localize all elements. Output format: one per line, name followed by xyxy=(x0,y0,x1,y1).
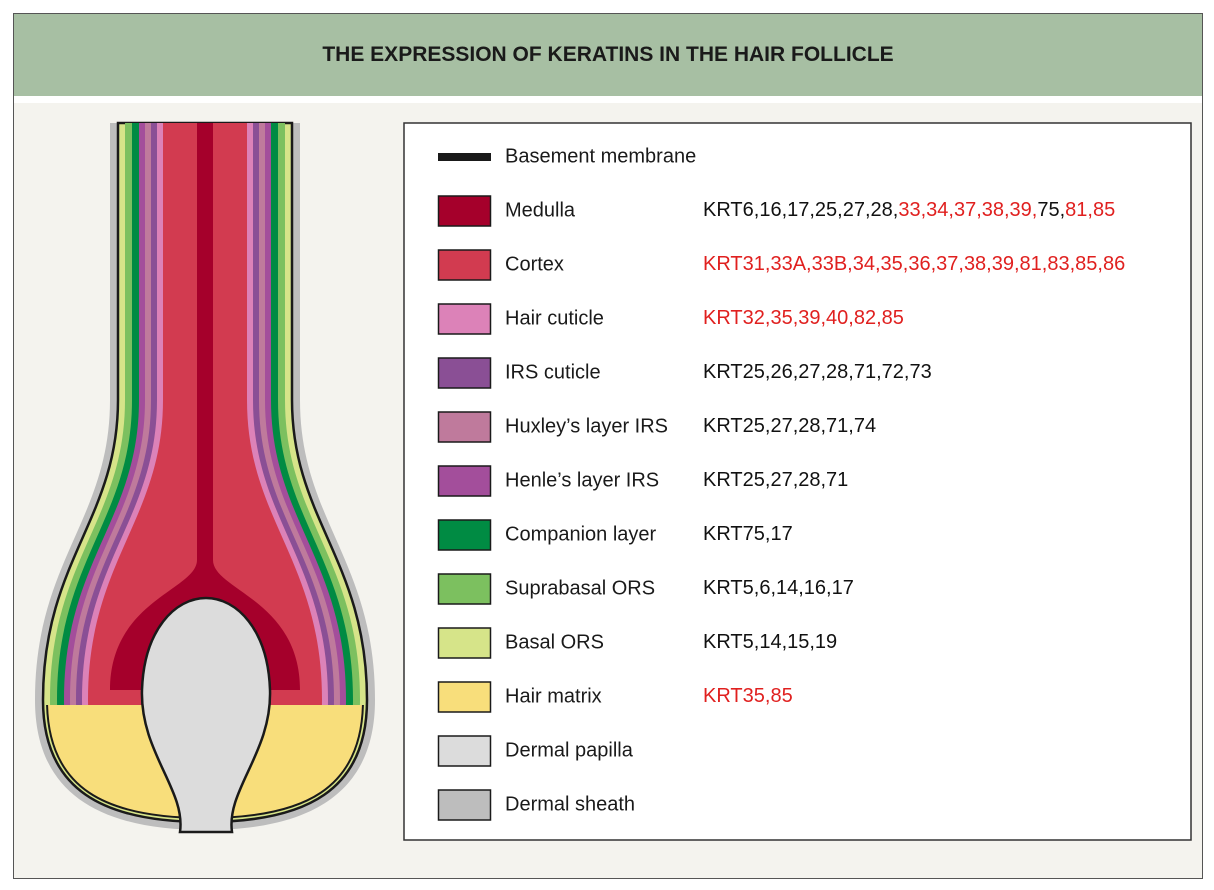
legend-swatch xyxy=(437,519,492,551)
keratin-list: KRT5,6,14,16,17 xyxy=(703,577,854,599)
keratin-segment: KRT25,26,27,28,71,72,73 xyxy=(703,361,932,383)
legend-swatch xyxy=(437,573,492,605)
keratin-list: KRT25,27,28,71,74 xyxy=(703,415,876,437)
legend-label: Suprabasal ORS xyxy=(505,577,655,599)
legend-label: Hair matrix xyxy=(505,685,602,707)
title: THE EXPRESSION OF KERATINS IN THE HAIR F… xyxy=(322,43,894,66)
legend-label: Dermal sheath xyxy=(505,793,635,815)
keratin-segment: KRT75,17 xyxy=(703,523,793,545)
keratin-list: KRT25,27,28,71 xyxy=(703,469,848,491)
follicle xyxy=(35,121,375,834)
keratin-list: KRT25,26,27,28,71,72,73 xyxy=(703,361,932,383)
header: THE EXPRESSION OF KERATINS IN THE HAIR F… xyxy=(14,14,1202,103)
legend-swatch xyxy=(437,735,492,767)
medulla xyxy=(110,123,300,690)
keratin-segment: KRT5,14,15,19 xyxy=(703,631,837,653)
keratin-segment: 33,34,37,38,39, xyxy=(898,199,1037,221)
legend-label: Companion layer xyxy=(505,523,657,545)
dermal-papilla xyxy=(140,596,272,834)
keratin-segment: KRT25,27,28,71,74 xyxy=(703,415,876,437)
legend-swatch xyxy=(437,789,492,821)
keratin-list: KRT6,16,17,25,27,28,33,34,37,38,39,75,81… xyxy=(703,199,1115,221)
keratin-segment: KRT31,33A,33B,34,35,36,37,38,39,81,83,85… xyxy=(703,253,1125,275)
legend: Basement membrane Medulla KRT6,16,17,25,27… xyxy=(437,145,1125,821)
legend-label: Huxley’s layer IRS xyxy=(505,415,668,437)
legend-swatch xyxy=(437,195,492,227)
legend-swatch xyxy=(437,411,492,443)
keratin-segment: 81,85 xyxy=(1065,199,1115,221)
keratin-segment: KRT32,35,39,40,82,85 xyxy=(703,307,904,329)
legend-swatch xyxy=(437,357,492,389)
legend-swatch xyxy=(437,465,492,497)
legend-label: Hair cuticle xyxy=(505,307,604,329)
keratin-segment: 75, xyxy=(1037,199,1065,221)
legend-swatch xyxy=(438,153,491,161)
legend-swatch xyxy=(437,303,492,335)
legend-label: Cortex xyxy=(505,253,564,275)
keratin-segment: KRT5,6,14,16,17 xyxy=(703,577,854,599)
legend-label: Medulla xyxy=(505,199,576,221)
keratin-list: KRT75,17 xyxy=(703,523,793,545)
keratin-list: KRT32,35,39,40,82,85 xyxy=(703,307,904,329)
keratin-list: KRT5,14,15,19 xyxy=(703,631,837,653)
keratin-segment: KRT25,27,28,71 xyxy=(703,469,848,491)
legend-label: Basement membrane xyxy=(505,145,696,167)
legend-box xyxy=(403,122,1192,841)
legend-label: Basal ORS xyxy=(505,631,604,653)
legend-swatch xyxy=(437,249,492,281)
keratin-list: KRT35,85 xyxy=(703,685,793,707)
legend-label: Dermal papilla xyxy=(505,739,634,761)
legend-swatch xyxy=(437,627,492,659)
keratin-segment: KRT6,16,17,25,27,28, xyxy=(703,199,898,221)
legend-label: IRS cuticle xyxy=(505,361,601,383)
legend-label: Henle’s layer IRS xyxy=(505,469,659,491)
keratin-list: KRT31,33A,33B,34,35,36,37,38,39,81,83,85… xyxy=(703,253,1125,275)
legend-swatch xyxy=(437,681,492,713)
keratin-segment: KRT35,85 xyxy=(703,685,793,707)
